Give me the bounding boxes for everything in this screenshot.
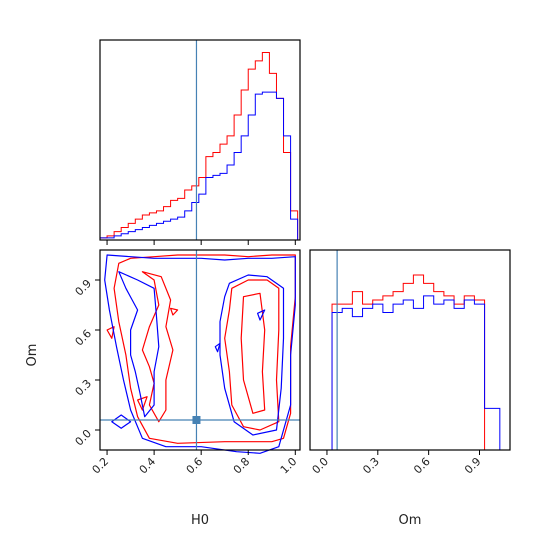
om-hist-x-axis-label: Om xyxy=(399,513,422,528)
contour-series-0-1 xyxy=(141,271,174,423)
joint-xtick-label: 0.6 xyxy=(184,455,206,477)
joint-y-axis-label: Om xyxy=(25,344,40,367)
contour-series-0-2 xyxy=(224,279,280,431)
om-hist-frame xyxy=(309,249,511,451)
joint-ytick-label: 0.6 xyxy=(73,327,95,349)
om-hist-xtick-label: 0.0 xyxy=(310,455,332,477)
joint-ytick-label: 0.0 xyxy=(73,427,95,449)
joint-xtick-label: 0.2 xyxy=(90,455,112,477)
contour-series-1-8 xyxy=(118,271,160,418)
joint-xtick-label: 1.0 xyxy=(278,455,300,477)
contour-series-1-7 xyxy=(104,254,296,454)
joint-frame xyxy=(99,249,301,451)
om-hist-xtick-label: 0.3 xyxy=(360,455,382,477)
h0-om-contour-panel: 0.2 0.4 0.6 0.8 1.0 0.0 0.3 0.6 0.9 xyxy=(73,249,301,477)
joint-xtick-label: 0.8 xyxy=(231,455,253,477)
truth-marker xyxy=(192,416,201,424)
joint-x-axis-label: H0 xyxy=(191,513,209,528)
contour-series-1-10 xyxy=(214,342,221,353)
h0-hist-frame xyxy=(99,39,301,241)
contour-series-0-4 xyxy=(106,326,115,339)
joint-ytick-label: 0.3 xyxy=(73,377,95,399)
contour-series-0-3 xyxy=(240,292,266,414)
joint-xtick-label: 0.4 xyxy=(137,455,159,477)
om-hist-series-0-step xyxy=(321,274,500,451)
om-hist-series-1-step xyxy=(321,295,501,451)
om-hist-xtick-label: 0.9 xyxy=(462,455,484,477)
contour-series-0-5 xyxy=(170,307,179,316)
contour-series-1-12 xyxy=(257,309,266,321)
contour-series-0-0 xyxy=(113,254,296,444)
joint-ytick-label: 0.9 xyxy=(73,277,95,299)
contour-series-1-9 xyxy=(219,274,285,436)
h0-hist-series-1-step xyxy=(99,91,299,240)
om-hist-xtick-label: 0.6 xyxy=(411,455,433,477)
om-histogram-panel: 0.0 0.3 0.6 0.9 xyxy=(309,249,511,477)
h0-hist-series-0-step xyxy=(99,52,299,240)
contour-series-1-11 xyxy=(111,414,132,429)
h0-histogram-panel xyxy=(99,39,301,245)
contour-series-0-6 xyxy=(137,396,148,411)
